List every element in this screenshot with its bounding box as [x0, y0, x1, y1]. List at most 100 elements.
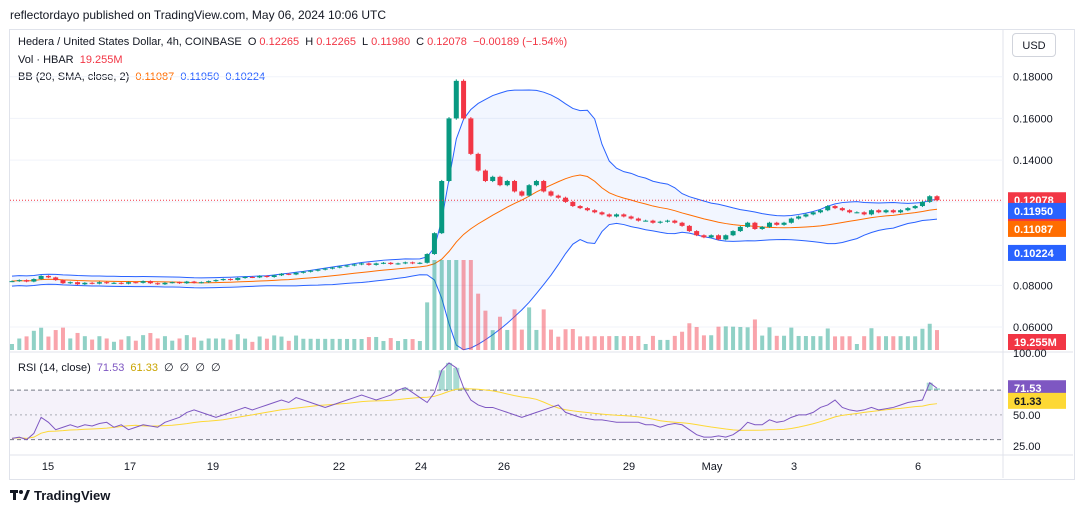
candle [752, 221, 758, 230]
candle-body [82, 282, 88, 285]
volume-bar [410, 339, 415, 350]
volume-bar [833, 336, 838, 350]
volume-bar [585, 336, 590, 350]
candle-body [337, 266, 343, 268]
volume-bar [483, 310, 488, 350]
volume-bar [345, 338, 350, 350]
volume-bar [352, 338, 357, 350]
volume-bar [745, 327, 750, 350]
candle [359, 262, 365, 266]
candle-body [395, 263, 401, 265]
candle [322, 267, 328, 271]
candle [665, 219, 671, 223]
currency-button[interactable]: USD [1012, 33, 1056, 57]
volume-bar [213, 338, 218, 350]
candle-body [672, 220, 678, 223]
candle-body [635, 218, 641, 221]
high-value: 0.12265 [316, 36, 356, 48]
candle-body [366, 263, 372, 265]
volume-bar [374, 336, 379, 350]
candle [344, 264, 350, 268]
volume-bar [869, 328, 874, 350]
candle-body [701, 235, 707, 238]
volume-bar [898, 336, 903, 350]
candle [686, 224, 692, 232]
candle-body [293, 272, 299, 275]
volume-bar [170, 340, 175, 350]
candle-body [177, 282, 183, 284]
candle-body [220, 279, 226, 281]
volume-bar [46, 336, 51, 350]
candle-body [431, 233, 437, 255]
candle-body [890, 210, 896, 213]
volume-bar [927, 323, 932, 350]
candle-body [512, 181, 518, 192]
candle [300, 271, 306, 274]
candle-body [380, 262, 386, 264]
volume-bar [221, 338, 226, 350]
volume-bar [301, 338, 306, 350]
candle [257, 275, 263, 279]
volume-bar [731, 326, 736, 350]
price-tick-label: 0.14000 [1013, 155, 1053, 167]
rsi-label: RSI (14, close) [18, 362, 91, 374]
volume-bar [527, 307, 532, 350]
candle [541, 179, 547, 193]
bb-basis-tag-bg [1008, 220, 1066, 237]
candle-body [96, 282, 102, 284]
candle [526, 184, 532, 197]
rsi-value: 71.53 [96, 362, 125, 374]
candle [694, 230, 700, 237]
candle-body [410, 262, 416, 264]
volume-bar [228, 339, 233, 350]
candle-body [198, 282, 204, 284]
candle-body [242, 276, 248, 279]
price-tick-label: 0.18000 [1013, 72, 1053, 84]
candle-body [118, 282, 124, 284]
rsi-extra-2: ∅ [179, 362, 190, 374]
candle [774, 221, 780, 226]
price-tick-label: 0.08000 [1013, 280, 1053, 292]
candle [67, 281, 73, 284]
footer-brand-text: TradingView [34, 488, 111, 503]
candle [737, 226, 743, 232]
rsi-tick-label: 25.00 [1013, 441, 1041, 453]
open-value: 0.12265 [259, 36, 300, 48]
candle-body [861, 212, 867, 215]
volume-bar [337, 338, 342, 350]
candle [781, 221, 787, 226]
candle-body [126, 282, 132, 284]
candle-body [730, 231, 736, 236]
volume-bar [97, 336, 102, 350]
volume-bar [177, 338, 182, 350]
volume-bar [359, 339, 364, 350]
candle-body [155, 283, 161, 285]
candle-body [679, 222, 685, 226]
volume-bar [323, 338, 328, 350]
candle-body [140, 281, 146, 283]
bb-lower-line [11, 218, 938, 351]
volume-bar [439, 260, 444, 350]
volume-bar [417, 341, 422, 350]
volume-bar [782, 335, 787, 350]
volume-bar [752, 319, 757, 350]
candle [715, 234, 721, 241]
candle [847, 209, 853, 214]
candle [82, 282, 88, 285]
candle [817, 209, 823, 214]
bb-basis-tag: 0.11087 [1014, 224, 1053, 236]
candle-body [278, 273, 284, 276]
volume-bar [454, 260, 459, 350]
candle [111, 282, 117, 284]
candle-body [300, 271, 306, 273]
candle [395, 262, 401, 265]
candle-body [752, 222, 758, 229]
volume-bar [155, 338, 160, 350]
volume-bar [24, 336, 29, 350]
candle [162, 282, 168, 285]
close-label: C [416, 36, 425, 48]
candle [825, 205, 831, 212]
candle-body [832, 206, 838, 209]
volume-bar [876, 336, 881, 350]
